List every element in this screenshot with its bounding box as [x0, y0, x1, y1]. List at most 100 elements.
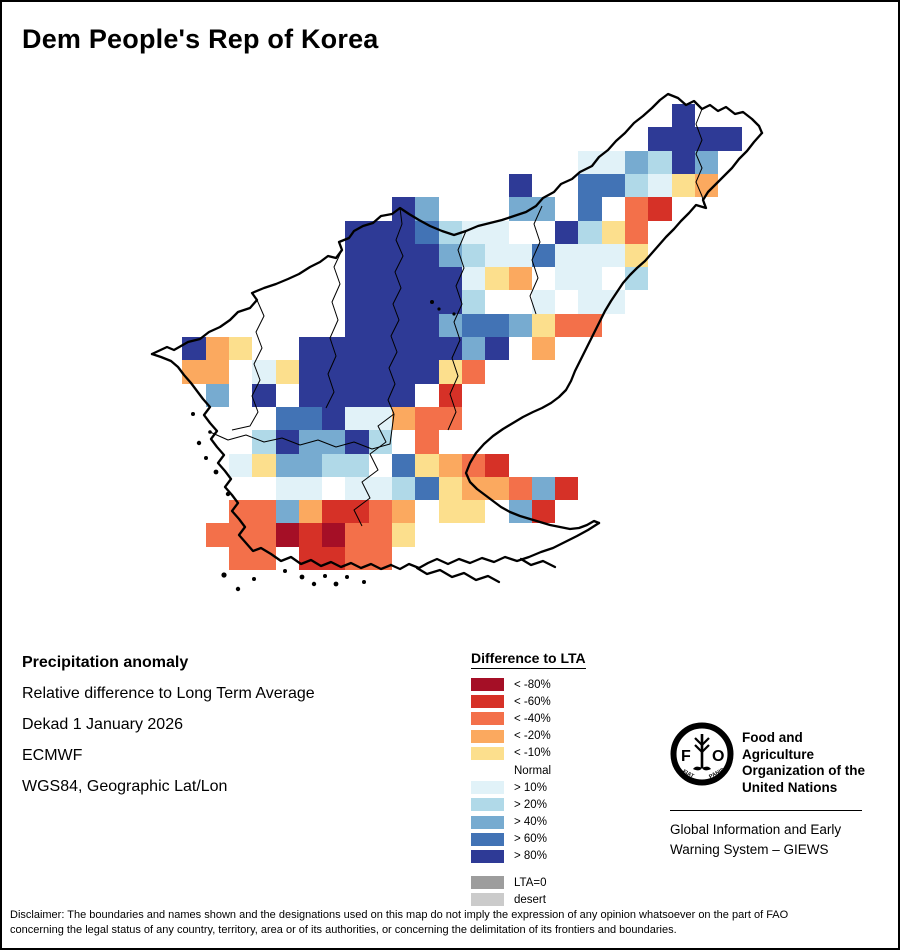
raster-cell	[275, 523, 299, 547]
raster-cell	[461, 243, 486, 268]
raster-cell	[531, 290, 556, 314]
raster-cell	[531, 173, 556, 198]
raster-cell	[508, 220, 532, 244]
raster-cell	[438, 383, 462, 407]
raster-cell	[228, 523, 253, 547]
legend-swatch	[471, 849, 504, 863]
raster-cell	[252, 453, 276, 477]
legend-label: < -40%	[514, 712, 551, 725]
raster-cell	[368, 267, 393, 291]
raster-cell	[461, 500, 486, 524]
legend-item: < -60%	[471, 693, 586, 710]
raster-cell	[275, 383, 299, 407]
raster-cell	[275, 360, 299, 384]
raster-cell	[555, 337, 579, 361]
raster-cell	[625, 197, 649, 221]
legend-label: Normal	[514, 764, 552, 777]
raster-cell	[252, 383, 276, 407]
raster-cell	[415, 430, 439, 454]
raster-cell	[555, 313, 579, 338]
disclaimer-text: Disclaimer: The boundaries and names sho…	[10, 909, 789, 936]
raster-cell	[601, 173, 626, 198]
raster-cell	[392, 523, 416, 547]
raster-cell	[461, 337, 486, 361]
raster-cell	[438, 243, 462, 268]
legend-label: > 60%	[514, 833, 547, 846]
raster-cell	[298, 453, 323, 477]
raster-cell	[415, 220, 439, 244]
raster-cell	[485, 313, 509, 338]
raster-cell	[392, 290, 416, 314]
raster-cell	[415, 243, 439, 268]
raster-cell	[228, 546, 253, 571]
raster-cell	[531, 197, 556, 221]
raster-cell	[345, 430, 369, 454]
raster-cell	[345, 313, 369, 338]
svg-text:F: F	[681, 748, 691, 765]
legend-title: Difference to LTA	[471, 650, 586, 669]
raster-cell	[508, 337, 532, 361]
page-title: Dem People's Rep of Korea	[22, 24, 379, 54]
legend-swatch	[471, 764, 504, 777]
raster-cell	[392, 500, 416, 524]
raster-cell	[601, 267, 626, 291]
raster-cell	[648, 150, 672, 174]
raster-cell	[555, 220, 579, 244]
raster-cell	[252, 546, 276, 571]
raster-cell	[648, 127, 672, 151]
legend-label: > 80%	[514, 850, 547, 863]
raster-cell	[415, 360, 439, 384]
raster-cell	[461, 267, 486, 291]
raster-cell	[694, 150, 719, 174]
raster-cell	[345, 337, 369, 361]
raster-cell	[205, 383, 229, 407]
info-line-projection: WGS84, Geographic Lat/Lon	[22, 778, 228, 795]
legend-item: > 10%	[471, 779, 586, 796]
raster-cell	[368, 360, 393, 384]
raster-cell	[345, 383, 369, 407]
raster-cell	[508, 500, 532, 524]
raster-cell	[461, 476, 486, 501]
raster-cell	[485, 360, 509, 384]
legend-label: LTA=0	[514, 876, 547, 889]
raster-cell	[578, 150, 602, 174]
legend-item: < -20%	[471, 728, 586, 745]
raster-cell	[228, 360, 253, 384]
raster-cell	[438, 220, 462, 244]
legend-item: > 40%	[471, 814, 586, 831]
raster-cell	[531, 476, 556, 501]
info-line-dekad: Dekad 1 January 2026	[22, 716, 183, 733]
raster-cell	[531, 267, 556, 291]
raster-cell	[228, 500, 253, 524]
raster-cell	[485, 290, 509, 314]
raster-cell	[578, 197, 602, 221]
raster-cell	[392, 337, 416, 361]
legend-label: < -10%	[514, 747, 551, 760]
raster-cell	[508, 243, 532, 268]
legend-label: < -60%	[514, 695, 551, 708]
legend-swatch	[471, 798, 504, 812]
raster-cell	[392, 383, 416, 407]
legend-swatch	[471, 712, 504, 726]
raster-cell	[415, 406, 439, 431]
legend-swatch	[471, 815, 504, 829]
raster-cell	[461, 313, 486, 338]
raster-cell	[555, 243, 579, 268]
raster-cell	[228, 383, 253, 407]
raster-cell	[392, 197, 416, 221]
raster-cell	[368, 220, 393, 244]
legend-label: > 20%	[514, 798, 547, 811]
raster-cell	[228, 406, 253, 431]
raster-cell	[485, 453, 509, 477]
raster-cell	[555, 476, 579, 501]
legend-item: < -40%	[471, 710, 586, 727]
raster-cell	[601, 290, 626, 314]
raster-cell	[415, 313, 439, 338]
raster-cell	[205, 360, 229, 384]
raster-cell	[182, 337, 206, 361]
raster-cell	[438, 267, 462, 291]
info-line-lta: Relative difference to Long Term Average	[22, 685, 315, 702]
raster-cell	[601, 243, 626, 268]
fao-motto-fiat: FIAT	[681, 769, 695, 780]
